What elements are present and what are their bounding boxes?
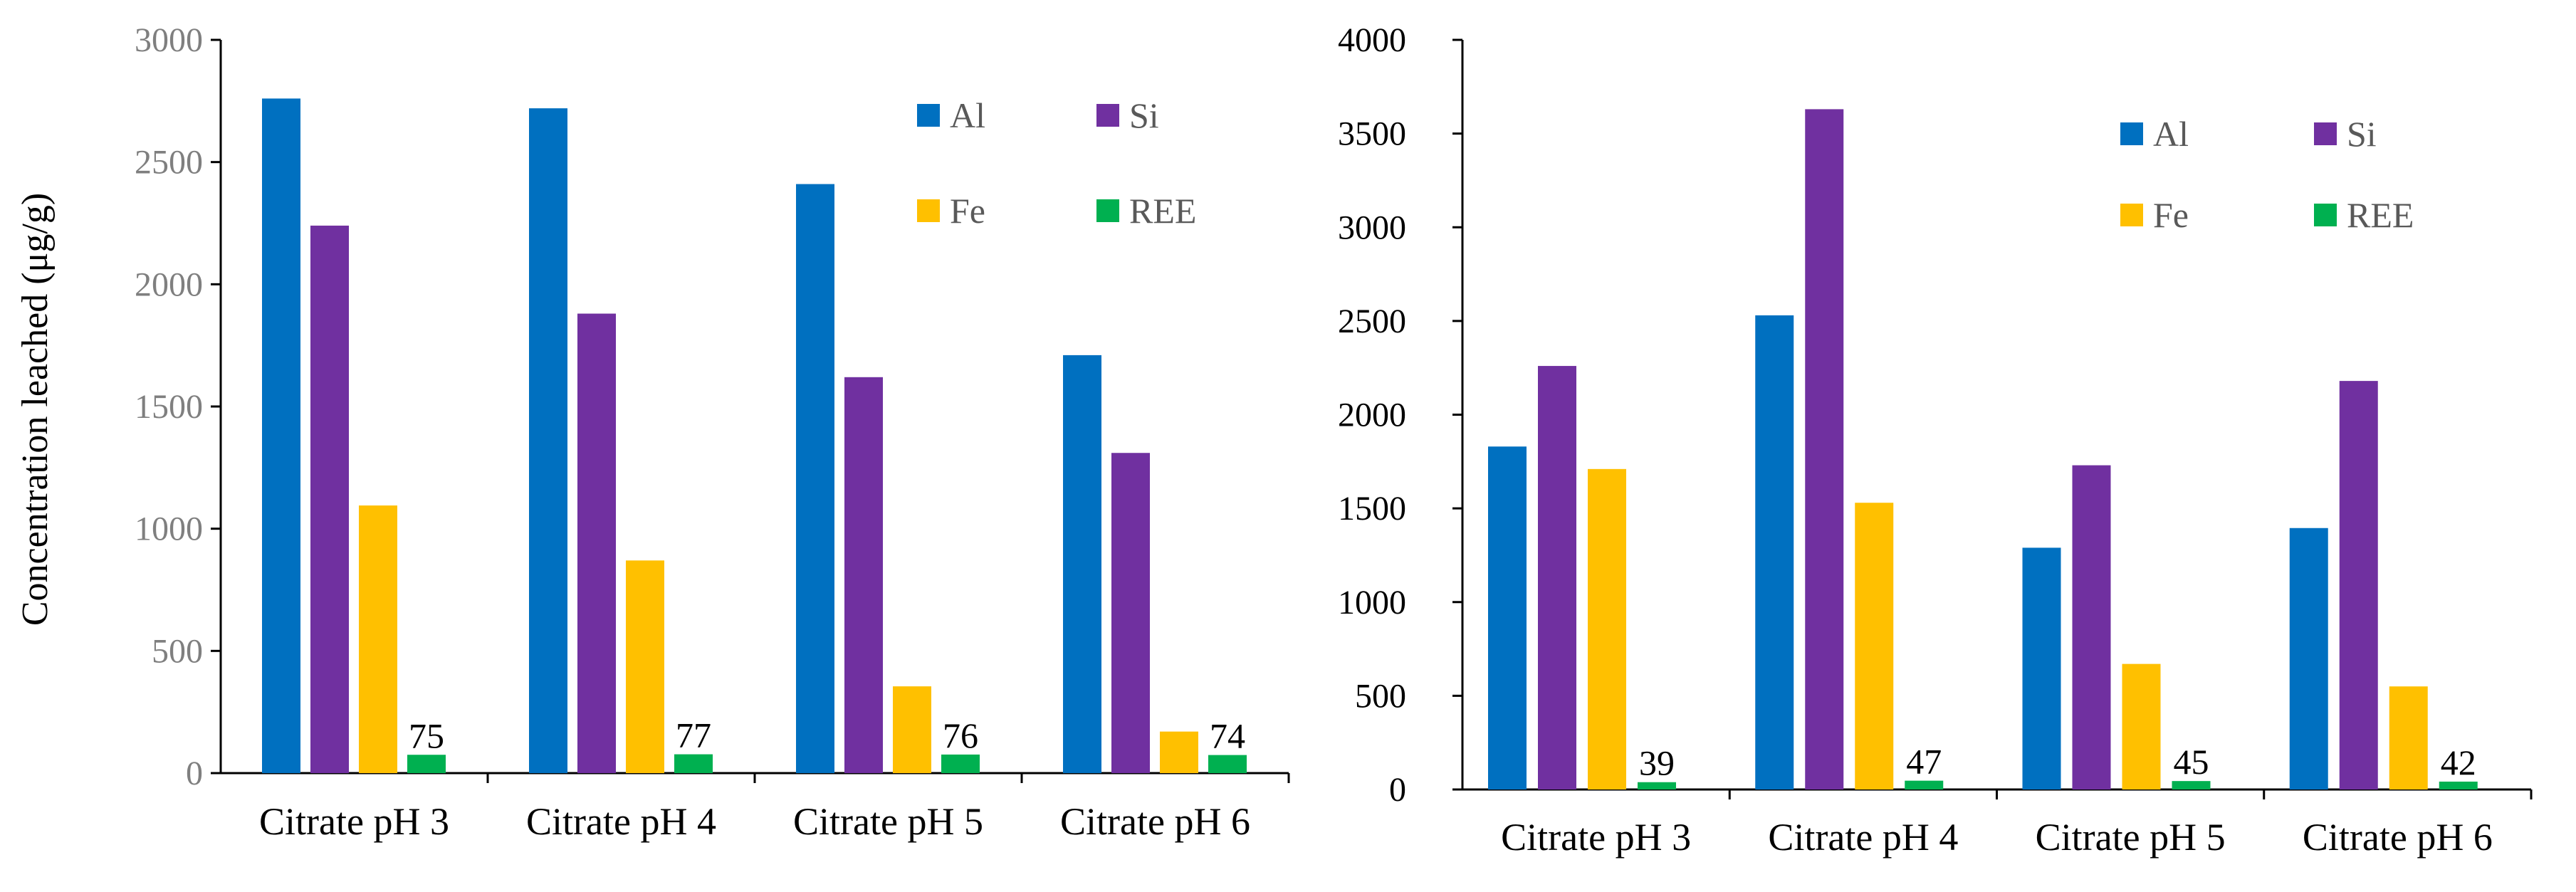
left-y-tick-label: 500 — [152, 632, 203, 670]
legend-label: Si — [2347, 114, 2377, 154]
left-bar-ree-2 — [674, 754, 713, 773]
left-y-tick-label: 3000 — [135, 21, 203, 59]
right-y-tick-label: 1000 — [1338, 584, 1406, 621]
left-y-tick-label: 2000 — [135, 266, 203, 303]
left-legend-item-al: Al — [917, 95, 985, 135]
right-bar-fe-3 — [2122, 663, 2161, 789]
right-category-label: Citrate pH 4 — [1768, 816, 1958, 859]
left-bar-fe-3 — [893, 686, 931, 773]
left-bar-ree-1 — [407, 755, 446, 773]
right-bar-al-2 — [1755, 315, 1794, 789]
left-legend-item-si: Si — [1096, 95, 1159, 135]
legend-label: Al — [2153, 114, 2189, 154]
right-bar-fe-1 — [1588, 468, 1626, 789]
left-bar-ree-3 — [941, 754, 980, 773]
left-y-axis-title: Concentration leached (μg/g) — [15, 193, 56, 626]
legend-label: REE — [1129, 191, 1196, 231]
right-bar-si-4 — [2339, 381, 2378, 789]
right-category-label: Citrate pH 5 — [2036, 816, 2226, 859]
right-y-tick-label: 0 — [1389, 771, 1406, 809]
right-y-tick-label: 500 — [1355, 677, 1406, 715]
left-bar-al-4 — [1063, 355, 1101, 773]
right-y-tick-label: 2000 — [1338, 397, 1406, 434]
right-bar-al-1 — [1488, 446, 1527, 789]
legend-label: Fe — [950, 191, 985, 231]
right-y-tick-label: 3500 — [1338, 115, 1406, 153]
right-bar-ree-4 — [2439, 781, 2478, 789]
legend-swatch — [2314, 122, 2337, 145]
right-y-tick-label: 1500 — [1338, 490, 1406, 528]
right-y-tick-label: 2500 — [1338, 303, 1406, 340]
right-data-label-ree: 42 — [2441, 743, 2476, 782]
right-bar-ree-2 — [1905, 780, 1944, 789]
legend-swatch — [1096, 104, 1119, 127]
right-y-tick-label: 4000 — [1338, 21, 1406, 59]
left-bar-si-2 — [577, 313, 616, 773]
left-y-tick-label: 2500 — [135, 144, 203, 182]
legend-swatch — [2314, 204, 2337, 226]
left-bar-fe-1 — [359, 505, 397, 773]
legend-swatch — [917, 199, 940, 222]
left-y-tick-label: 1000 — [135, 510, 203, 548]
right-chart: 0 500 1000 1500 2000 2500 3000 3500 4000 Citrate … — [1338, 21, 2533, 859]
left-bar-ree-4 — [1208, 755, 1247, 773]
right-legend-item-ree: REE — [2314, 195, 2414, 235]
left-category-label: Citrate pH 3 — [259, 800, 449, 843]
left-bar-al-1 — [262, 98, 300, 773]
left-data-label-ree: 77 — [676, 715, 711, 755]
left-bar-fe-2 — [626, 560, 664, 773]
right-legend-item-fe: Fe — [2120, 195, 2189, 235]
left-bar-fe-4 — [1160, 731, 1198, 773]
right-bar-si-3 — [2072, 465, 2111, 789]
left-y-tick-label: 1500 — [135, 388, 203, 426]
left-bar-al-3 — [796, 184, 834, 774]
right-bar-fe-2 — [1855, 503, 1894, 789]
left-category-label: Citrate pH 6 — [1060, 800, 1250, 843]
left-bar-si-1 — [310, 225, 349, 773]
right-data-label-ree: 45 — [2174, 742, 2209, 782]
right-bar-fe-4 — [2389, 686, 2428, 789]
legend-swatch — [2120, 204, 2143, 226]
right-data-label-ree: 47 — [1906, 742, 1942, 782]
right-bar-al-3 — [2022, 547, 2061, 789]
left-category-label: Citrate pH 4 — [526, 800, 716, 843]
right-legend-item-al: Al — [2120, 114, 2189, 154]
legend-label: Fe — [2153, 195, 2189, 235]
right-legend-item-si: Si — [2314, 114, 2377, 154]
left-bar-si-3 — [844, 377, 883, 773]
left-data-label-ree: 74 — [1210, 716, 1245, 756]
right-category-label: Citrate pH 3 — [1501, 816, 1691, 859]
left-bar-si-4 — [1111, 453, 1150, 773]
legend-label: Al — [950, 95, 985, 135]
legend-swatch — [917, 104, 940, 127]
left-category-label: Citrate pH 5 — [793, 800, 983, 843]
left-legend-item-ree: REE — [1096, 191, 1196, 231]
left-legend-item-fe: Fe — [917, 191, 985, 231]
right-bar-ree-3 — [2172, 781, 2211, 789]
left-y-tick-label: 0 — [186, 755, 203, 792]
right-bar-si-1 — [1538, 366, 1576, 789]
right-bar-al-4 — [2289, 528, 2328, 789]
legend-label: REE — [2347, 195, 2414, 235]
right-bar-ree-1 — [1638, 782, 1676, 789]
left-data-label-ree: 75 — [409, 715, 444, 755]
right-y-tick-label: 3000 — [1338, 209, 1406, 246]
right-bar-si-2 — [1805, 109, 1844, 790]
legend-label: Si — [1129, 95, 1159, 135]
right-category-label: Citrate pH 6 — [2303, 816, 2493, 859]
legend-swatch — [1096, 199, 1119, 222]
left-chart: Concentration leached (μg/g) 0 500 1000 150… — [15, 21, 1290, 843]
left-bar-al-2 — [529, 108, 567, 774]
right-data-label-ree: 39 — [1639, 743, 1675, 783]
left-data-label-ree: 76 — [943, 715, 978, 755]
legend-swatch — [2120, 122, 2143, 145]
